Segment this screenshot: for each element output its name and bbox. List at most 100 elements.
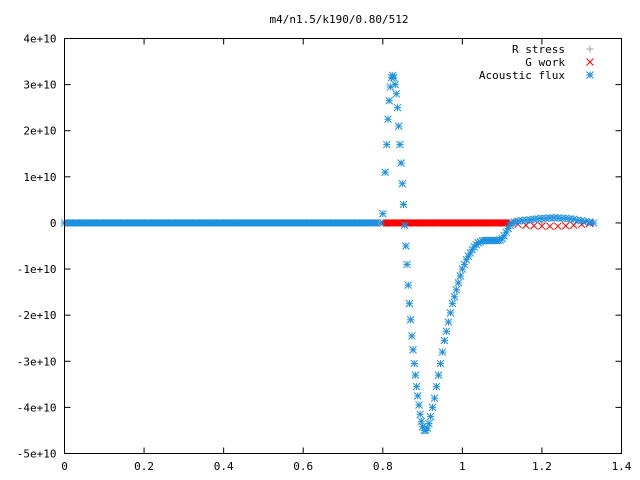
acoustic-flux-point (589, 219, 598, 227)
chart-title: m4/n1.5/k190/0.80/512 (269, 13, 408, 26)
g-work-point (490, 219, 499, 227)
g-work-point (450, 219, 459, 227)
acoustic-flux-point (359, 219, 367, 227)
g-work-point (474, 219, 483, 227)
acoustic-flux-point (263, 219, 272, 227)
acoustic-flux-point (415, 401, 423, 409)
acoustic-flux-point (436, 359, 445, 368)
acoustic-flux-point (144, 219, 152, 227)
acoustic-flux-point (215, 219, 224, 227)
x-tick-label: 0.2 (134, 460, 154, 473)
acoustic-flux-point (410, 359, 419, 368)
g-work-point (410, 219, 419, 227)
acoustic-flux-point (416, 410, 425, 419)
acoustic-flux-point (397, 159, 405, 167)
acoustic-flux-point (347, 219, 355, 227)
y-tick-label: -5e+10 (17, 448, 57, 461)
x-tick-label: 0 (61, 460, 68, 473)
acoustic-flux-point (394, 122, 403, 130)
acoustic-flux-point (399, 200, 408, 209)
x-tick-label: 1.2 (532, 460, 552, 473)
g-work-point (538, 222, 546, 231)
acoustic-flux-point (407, 332, 416, 340)
acoustic-flux-point (456, 272, 465, 280)
acoustic-flux-point (376, 219, 385, 227)
y-tick-label: -3e+10 (17, 355, 57, 368)
acoustic-flux-point (108, 219, 117, 227)
g-work-point (482, 219, 491, 227)
acoustic-flux-point (440, 336, 449, 345)
acoustic-flux-point (398, 179, 407, 188)
g-work-point (418, 219, 427, 227)
acoustic-flux-point (417, 417, 426, 426)
acoustic-flux-point (168, 219, 176, 227)
acoustic-flux-point (406, 315, 415, 324)
acoustic-flux-point (428, 403, 437, 412)
acoustic-flux-point (413, 392, 422, 400)
y-tick-label: -1e+10 (17, 263, 57, 276)
g-work-point (442, 219, 451, 227)
acoustic-flux-point (251, 219, 260, 227)
acoustic-flux-point (384, 115, 392, 124)
g-work-point (394, 219, 403, 227)
acoustic-flux-point (311, 219, 320, 227)
x-tick-label: 0.8 (373, 460, 393, 473)
acoustic-flux-point (132, 219, 140, 227)
acoustic-flux-point (299, 219, 308, 227)
acoustic-flux-point (405, 299, 414, 308)
acoustic-flux-point (385, 96, 394, 105)
acoustic-flux-point (396, 140, 404, 149)
g-work-point (553, 222, 562, 231)
x-tick-label: 0.6 (293, 460, 313, 473)
acoustic-flux-point (391, 80, 399, 89)
acoustic-flux-point (96, 219, 105, 227)
acoustic-flux-point (120, 219, 129, 227)
legend-marker-acoustic-flux (586, 71, 594, 79)
acoustic-flux-point (84, 219, 93, 227)
g-work-point (426, 219, 435, 227)
acoustic-flux-point (426, 412, 435, 421)
y-tick-label: -2e+10 (17, 309, 57, 322)
acoustic-flux-point (450, 292, 459, 301)
acoustic-flux-point (454, 279, 463, 287)
g-work-point (386, 219, 395, 227)
x-tick-label: 1 (459, 460, 466, 473)
series-acoustic-flux (60, 71, 598, 435)
acoustic-flux-point (448, 299, 457, 308)
acoustic-flux-point (409, 345, 417, 354)
acoustic-flux-point (72, 219, 81, 227)
acoustic-flux-point (403, 260, 411, 269)
g-work-point (458, 219, 467, 227)
y-tick-label: -4e+10 (17, 401, 57, 414)
acoustic-flux-point (442, 327, 451, 336)
acoustic-flux-point (239, 219, 248, 227)
x-tick-label: 0.4 (214, 460, 234, 473)
acoustic-flux-point (412, 382, 421, 391)
g-work-point (434, 219, 443, 227)
acoustic-flux-point (425, 419, 433, 428)
y-tick-label: 2e+10 (23, 125, 56, 138)
acoustic-flux-point (382, 140, 391, 149)
g-work-point (569, 221, 578, 230)
acoustic-flux-point (432, 382, 441, 391)
acoustic-flux-point (390, 73, 398, 82)
acoustic-flux-point (438, 348, 447, 356)
acoustic-flux-point (203, 219, 212, 227)
axes: 0 0.2 0.4 0.6 0.8 1 1.2 1.4 4e+10 3e+10 2e+10 1e+10… (17, 33, 632, 474)
y-tick-label: 0 (50, 217, 57, 230)
legend-marker-g-work (586, 58, 594, 66)
series-g-work (378, 219, 594, 231)
acoustic-flux-point (392, 89, 401, 98)
series-layer (60, 71, 598, 435)
g-work-point (530, 221, 538, 230)
acoustic-flux-point (323, 219, 331, 227)
acoustic-flux-point (452, 285, 461, 294)
g-work-point (466, 219, 475, 227)
acoustic-flux-point (275, 219, 284, 227)
g-work-point (546, 222, 554, 231)
acoustic-flux-point (378, 209, 387, 218)
acoustic-flux-point (180, 219, 188, 227)
legend-label: R stress (512, 43, 565, 56)
